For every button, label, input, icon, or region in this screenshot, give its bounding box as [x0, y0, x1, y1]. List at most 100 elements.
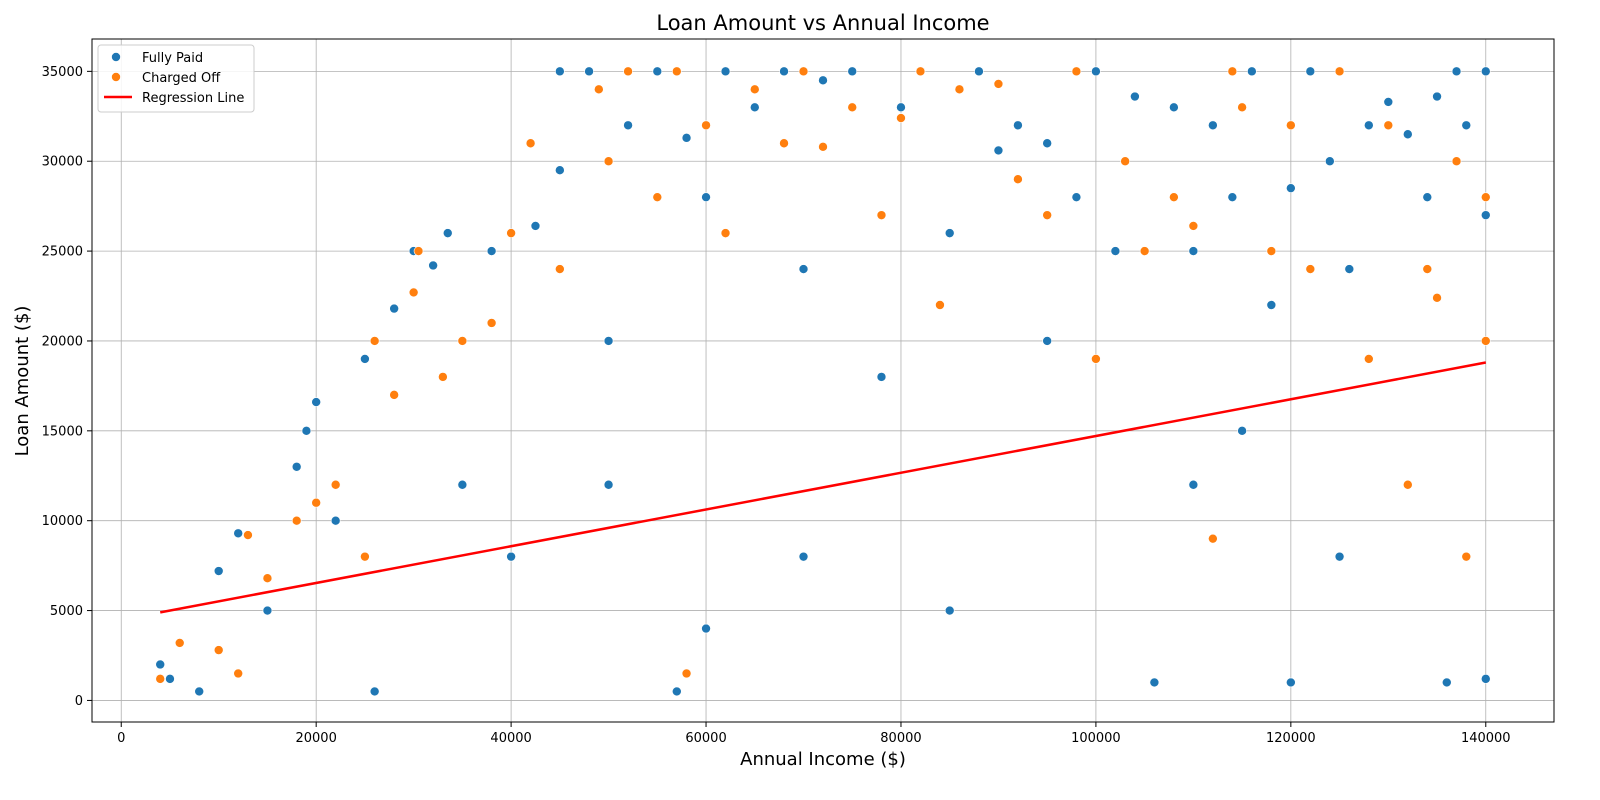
point-fully-paid: [262, 605, 273, 616]
point-fully-paid: [1480, 674, 1491, 684]
point-charged-off: [1208, 533, 1218, 544]
point-charged-off: [1480, 336, 1491, 346]
point-charged-off: [1169, 192, 1179, 202]
point-charged-off: [701, 120, 711, 131]
point-fully-paid: [876, 372, 887, 382]
point-fully-paid: [1451, 66, 1462, 77]
point-fully-paid: [603, 336, 614, 346]
x-tick-label: 0: [117, 731, 125, 746]
point-charged-off: [262, 573, 273, 584]
point-charged-off: [1071, 66, 1082, 77]
x-tick-label: 60000: [685, 731, 726, 746]
point-fully-paid: [1480, 66, 1491, 77]
legend-box: [97, 44, 255, 113]
point-charged-off: [291, 515, 302, 526]
point-fully-paid: [311, 397, 321, 407]
point-charged-off: [1422, 264, 1433, 274]
point-charged-off: [555, 264, 565, 274]
x-axis-ticks: 0 20000 40000 60000 80000 100000 120000 140000: [117, 722, 1511, 746]
point-charged-off: [1451, 156, 1462, 167]
point-charged-off: [1480, 192, 1491, 202]
plot-area: [92, 39, 1554, 722]
point-charged-off: [671, 66, 682, 77]
point-charged-off: [1461, 551, 1472, 562]
point-charged-off: [413, 246, 424, 256]
legend-label-charged-off: Charged Off: [142, 71, 221, 86]
point-charged-off: [779, 138, 789, 149]
point-fully-paid: [291, 461, 302, 472]
point-fully-paid: [1188, 479, 1199, 490]
legend-marker-fully-paid: [111, 52, 121, 62]
point-charged-off: [1432, 293, 1442, 303]
point-fully-paid: [457, 479, 468, 490]
y-tick-label: 35000: [42, 65, 83, 80]
chart-title: Loan Amount vs Annual Income: [656, 11, 989, 35]
point-fully-paid: [486, 246, 497, 256]
y-tick-label: 5000: [50, 604, 83, 619]
point-charged-off: [1139, 246, 1150, 256]
x-axis-title: Annual Income ($): [740, 749, 906, 770]
point-fully-paid: [1042, 138, 1052, 149]
point-fully-paid: [896, 102, 906, 113]
point-fully-paid: [155, 659, 166, 670]
point-charged-off: [681, 668, 692, 679]
point-fully-paid: [1227, 192, 1238, 202]
point-fully-paid: [1383, 97, 1394, 107]
y-tick-label: 15000: [42, 424, 83, 439]
point-fully-paid: [779, 66, 789, 77]
point-fully-paid: [701, 623, 711, 634]
point-fully-paid: [993, 145, 1004, 156]
y-tick-label: 0: [75, 694, 83, 709]
point-charged-off: [1403, 479, 1413, 490]
point-fully-paid: [798, 551, 809, 562]
point-fully-paid: [818, 75, 828, 86]
point-charged-off: [1305, 264, 1316, 274]
point-charged-off: [155, 674, 166, 684]
point-fully-paid: [1091, 66, 1101, 77]
point-charged-off: [798, 66, 809, 77]
point-charged-off: [915, 66, 926, 77]
regression-line: [159, 361, 1487, 614]
legend-label-regression-line: Regression Line: [142, 91, 244, 106]
y-axis-ticks: 0 5000 10000 15000 20000 25000 30000 35000: [42, 65, 92, 709]
point-charged-off: [720, 228, 731, 238]
point-fully-paid: [1149, 677, 1160, 688]
plot-frame: [91, 38, 1555, 723]
point-charged-off: [896, 113, 906, 123]
y-tick-label: 10000: [42, 514, 83, 529]
point-charged-off: [486, 318, 497, 328]
point-charged-off: [1188, 221, 1199, 231]
point-fully-paid: [428, 260, 438, 271]
x-tick-label: 40000: [490, 731, 531, 746]
point-fully-paid: [506, 551, 516, 562]
point-charged-off: [594, 84, 604, 95]
point-fully-paid: [1071, 192, 1082, 202]
point-fully-paid: [1169, 102, 1179, 113]
point-fully-paid: [1305, 66, 1316, 77]
point-fully-paid: [389, 303, 399, 314]
y-tick-label: 30000: [42, 155, 83, 170]
point-fully-paid: [1286, 677, 1296, 688]
point-fully-paid: [369, 686, 380, 697]
point-fully-paid: [944, 228, 955, 238]
point-fully-paid: [360, 354, 370, 364]
point-charged-off: [243, 530, 253, 540]
point-charged-off: [935, 300, 945, 310]
point-charged-off: [1364, 354, 1374, 364]
point-charged-off: [1091, 354, 1101, 364]
point-charged-off: [1237, 102, 1247, 113]
point-charged-off: [311, 497, 321, 508]
point-charged-off: [506, 228, 516, 238]
point-charged-off: [438, 372, 448, 382]
point-fully-paid: [1042, 336, 1052, 346]
point-charged-off: [749, 84, 760, 95]
point-fully-paid: [1286, 183, 1296, 193]
point-fully-paid: [720, 66, 731, 77]
point-fully-paid: [749, 102, 760, 113]
point-charged-off: [457, 336, 468, 346]
point-charged-off: [652, 192, 663, 202]
point-fully-paid: [1266, 300, 1277, 310]
legend-label-fully-paid: Fully Paid: [142, 51, 203, 66]
point-fully-paid: [165, 674, 175, 684]
point-charged-off: [623, 66, 633, 77]
